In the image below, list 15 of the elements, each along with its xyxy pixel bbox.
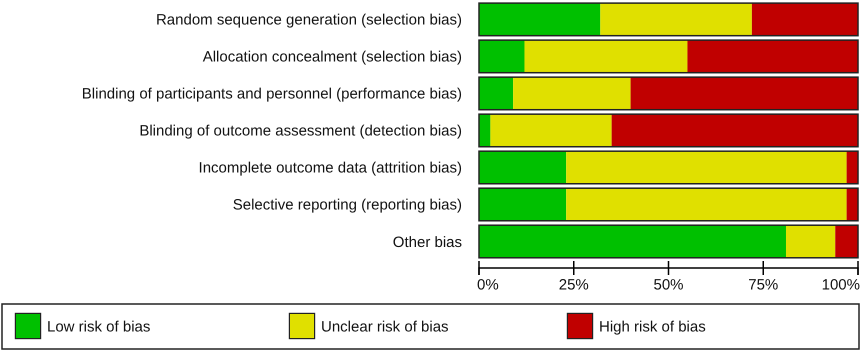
y-tick-label: Selective reporting (reporting bias) <box>232 196 462 214</box>
y-tick-label: Random sequence generation (selection bias) <box>156 12 462 29</box>
y-tick-label: Blinding of outcome assessment (detection bias) <box>139 122 462 140</box>
x-tick-label: 0% <box>477 276 499 294</box>
legend-label: High risk of bias <box>599 318 706 336</box>
y-tick-label: Other bias <box>392 234 462 251</box>
legend-label: Low risk of bias <box>47 318 150 336</box>
x-tick-label: 75% <box>748 276 778 294</box>
x-tick-label: 50% <box>653 276 684 294</box>
y-tick-label: Incomplete outcome data (attrition bias) <box>198 160 462 177</box>
y-tick-label: Blinding of participants and personnel (performance bias) <box>82 86 462 103</box>
x-tick-label: 100% <box>822 276 860 294</box>
y-tick-label: Allocation concealment (selection bias) <box>202 48 462 66</box>
legend-label: Unclear risk of bias <box>321 318 449 336</box>
x-tick-label: 25% <box>558 276 589 294</box>
